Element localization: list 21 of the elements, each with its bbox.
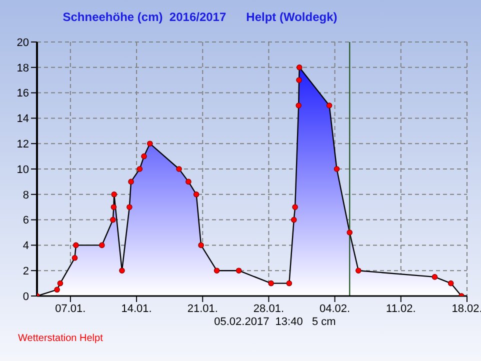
y-tick-label: 20 (16, 36, 29, 49)
x-tick-label: 18.02. (452, 302, 481, 315)
chart-title: Schneehöhe (cm) 2016/2017 Helpt (Woldegk) (62, 10, 338, 24)
x-tick-label: 04.02. (320, 302, 350, 315)
x-tick-label: 11.02. (386, 302, 416, 315)
x-tick-label: 21.01. (187, 302, 218, 315)
y-tick-label: 8 (22, 189, 29, 202)
y-tick-label: 0 (22, 290, 29, 303)
y-tick-label: 12 (16, 138, 29, 151)
x-tick-label: 14.01. (121, 302, 152, 315)
y-tick-label: 6 (22, 214, 29, 227)
y-tick-label: 18 (16, 62, 29, 74)
y-tick-label: 10 (16, 164, 29, 176)
x-tick-label: 28.01. (253, 302, 284, 315)
y-tick-label: 2 (22, 266, 29, 278)
text: 05.02.2017 13:40 5 cm (213, 316, 337, 328)
y-tick-label: 4 (22, 240, 29, 252)
y-tick-label: 14 (16, 113, 29, 126)
x-tick-label: 07.01. (55, 302, 86, 315)
text: Wetterstation Helpt (18, 333, 103, 344)
y-tick-label: 16 (16, 88, 29, 100)
